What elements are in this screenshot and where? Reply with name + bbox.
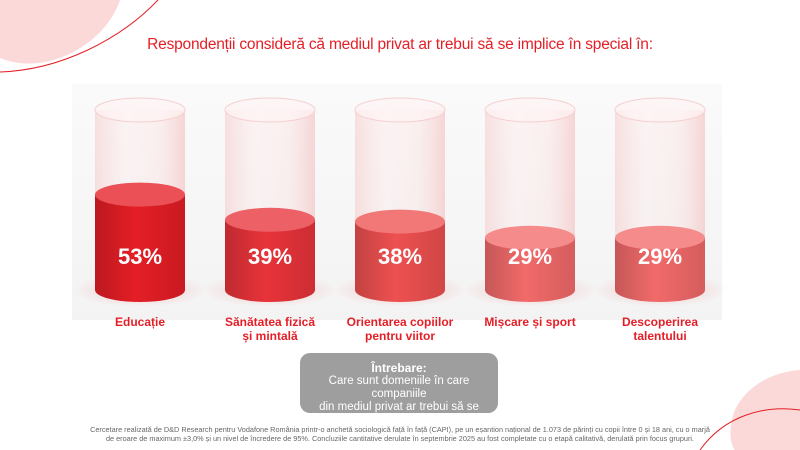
bar-category-label: Educație — [115, 315, 165, 329]
bar-value-label: 53% — [118, 244, 162, 269]
footnote-line-1: Cercetare realizată de D&D Research pent… — [90, 425, 710, 434]
bar-category-label: talentului — [633, 329, 686, 343]
bar-value-label: 38% — [378, 244, 422, 269]
glass-rim — [614, 97, 706, 123]
bar-category-label: Descoperirea — [622, 315, 698, 329]
glass-rim — [224, 97, 316, 123]
bar-fill — [485, 237, 575, 302]
bar-fill — [355, 221, 445, 302]
bar-value-label: 29% — [638, 244, 682, 269]
bar-fill-top — [95, 182, 185, 207]
glass-rim — [354, 97, 446, 123]
bar-category-label: și mintală — [242, 329, 298, 343]
bar-value-label: 29% — [508, 244, 552, 269]
bar-4: 29% Mișcare și sport — [463, 97, 597, 329]
bar-category-label: Orientarea copiilor — [347, 315, 454, 329]
question-line-2: din mediul privat ar trebui să se implic… — [319, 401, 479, 426]
footnote-line-2: de eroare de maximum ±3,0% și un nivel d… — [105, 434, 695, 443]
page-title: Respondenții consideră că mediul privat … — [147, 36, 653, 53]
bar-fill-top — [355, 209, 445, 234]
bar-value-label: 39% — [248, 244, 292, 269]
bar-category-label: Mișcare și sport — [484, 315, 575, 329]
glass-rim — [484, 97, 576, 123]
question-title: Întrebare: — [371, 361, 427, 375]
methodology-footnote: Cercetare realizată de D&D Research pent… — [90, 425, 710, 443]
bar-fill-top — [225, 207, 315, 232]
question-line-1: Care sunt domeniile în care companiile — [328, 375, 470, 400]
bar-category-label: Sănătatea fizică — [225, 315, 315, 329]
bar-1: 53% Educație — [73, 97, 207, 329]
bar-fill — [225, 219, 315, 302]
bar-fill-top — [615, 225, 705, 250]
bar-fill — [95, 194, 185, 302]
question-box: Întrebare: Care sunt domeniile în care c… — [300, 353, 498, 426]
bar-category-label: pentru viitor — [365, 329, 435, 343]
bar-fill-top — [485, 225, 575, 250]
glass-rim — [94, 97, 186, 123]
bar-fill — [615, 237, 705, 302]
